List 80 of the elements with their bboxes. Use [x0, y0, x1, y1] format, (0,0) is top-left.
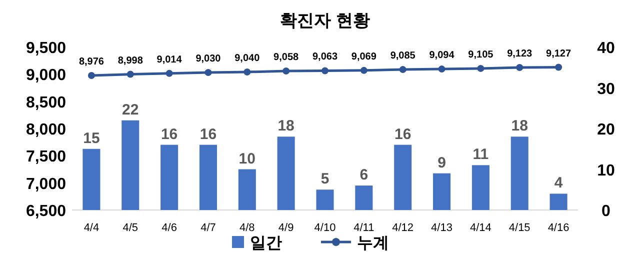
bar	[550, 194, 568, 210]
bar	[82, 148, 100, 210]
data-label: 9,127	[546, 48, 572, 60]
data-label: 9,085	[390, 50, 416, 62]
point	[126, 70, 134, 78]
bar	[472, 165, 490, 210]
data-label: 9,069	[351, 51, 377, 62]
y2-tick-label: 20	[597, 122, 615, 138]
data-label: 9	[438, 154, 446, 172]
data-label: 10	[238, 150, 256, 168]
bar	[277, 136, 295, 210]
bar	[122, 120, 140, 210]
point	[204, 69, 212, 76]
y-tick-label: 6,500	[26, 203, 66, 220]
y2-tick-label: 40	[597, 40, 615, 57]
data-label: 15	[83, 130, 100, 147]
data-label: 18	[511, 118, 528, 135]
data-label: 16	[200, 126, 217, 143]
data-label: 9,058	[274, 52, 300, 64]
x-tick-label: 4/11	[354, 222, 374, 234]
bar	[316, 190, 334, 210]
point	[438, 66, 446, 73]
x-tick-label: 4/6	[162, 222, 177, 234]
y2-tick-label: 30	[597, 80, 615, 98]
x-tick-label: 4/10	[314, 222, 336, 234]
x-tick-label: 4/16	[548, 222, 570, 234]
bar	[355, 186, 373, 210]
point	[555, 64, 562, 71]
bar	[160, 144, 178, 210]
x-tick-label: 4/7	[200, 222, 216, 234]
y-tick-label: 9,500	[26, 40, 66, 57]
y2-tick-label: 0	[602, 203, 611, 220]
data-label: 22	[122, 101, 139, 118]
point	[477, 64, 484, 72]
point	[244, 68, 251, 76]
data-label: 5	[320, 170, 330, 188]
point	[399, 66, 406, 74]
point	[516, 64, 524, 71]
data-label: 18	[278, 118, 294, 135]
point	[322, 67, 328, 74]
data-label: 8,998	[118, 55, 144, 66]
data-label: 9,105	[468, 49, 494, 60]
x-tick-label: 4/4	[84, 222, 100, 234]
data-label: 16	[394, 126, 412, 143]
data-label: 9,094	[429, 50, 455, 62]
y-tick-label: 7,500	[26, 148, 66, 166]
data-label: 9,063	[312, 52, 338, 63]
point	[282, 68, 290, 75]
data-label: 8,976	[78, 56, 104, 68]
data-label: 6	[360, 166, 368, 184]
bar	[238, 169, 256, 210]
x-tick-label: 4/12	[392, 222, 414, 234]
bar	[433, 173, 451, 210]
x-tick-label: 4/9	[278, 222, 294, 234]
data-label: 11	[472, 146, 489, 164]
data-label: 16	[160, 126, 178, 143]
data-label: 9,040	[234, 52, 260, 64]
data-label: 4	[554, 174, 564, 192]
y-tick-label: 8,500	[26, 94, 66, 112]
data-label: 9,123	[507, 48, 533, 60]
point	[88, 72, 95, 79]
x-tick-label: 4/15	[508, 222, 530, 234]
y-tick-label: 8,000	[26, 122, 66, 138]
point	[360, 66, 368, 74]
y-tick-label: 7,000	[26, 176, 66, 193]
bar	[510, 136, 528, 210]
x-tick-label: 4/8	[240, 222, 255, 234]
legend-label: 일간	[250, 235, 282, 252]
x-tick-label: 4/13	[431, 222, 452, 234]
chart-title: 확진자 현황	[280, 11, 370, 30]
y-tick-label: 9,000	[26, 67, 66, 84]
y2-tick-label: 10	[597, 162, 615, 180]
x-tick-label: 4/5	[122, 222, 138, 234]
bar	[199, 144, 217, 210]
point	[166, 70, 173, 77]
bar	[394, 144, 412, 210]
x-tick-label: 4/14	[470, 222, 492, 234]
data-label: 9,030	[196, 54, 222, 65]
legend-label: 누계	[357, 235, 389, 252]
data-label: 9,014	[156, 54, 182, 66]
